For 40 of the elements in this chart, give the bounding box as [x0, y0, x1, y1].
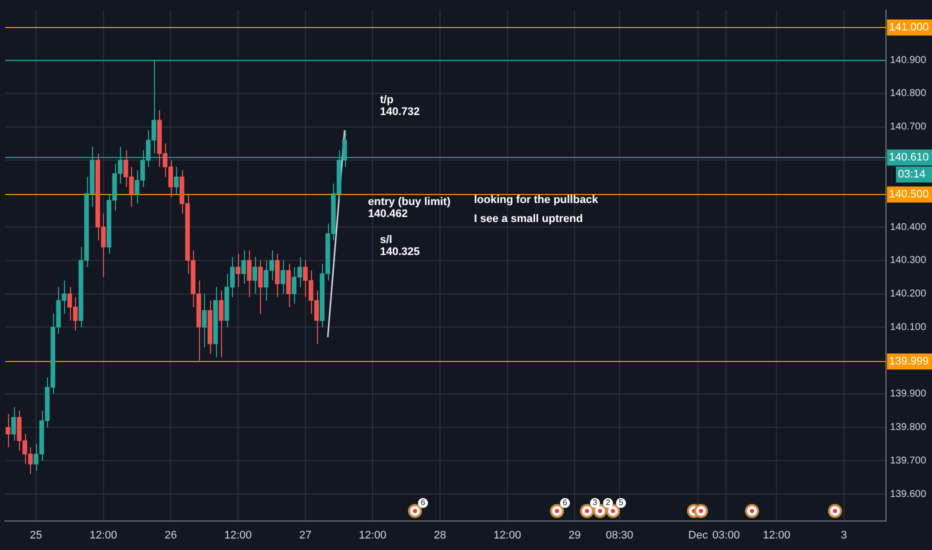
y-tick-label: 139.700 — [890, 455, 927, 466]
y-tick-label: 140.700 — [890, 122, 927, 133]
x-tick-label: 28 — [434, 529, 446, 542]
x-tick-label: 27 — [299, 529, 312, 542]
ref-line-label: 140.610 — [889, 152, 929, 164]
annotation: 6 — [418, 498, 428, 508]
annotation: 5 — [616, 498, 626, 508]
annotation: t/p 140.732 — [380, 94, 420, 118]
ref-line-label: 141.000 — [889, 22, 929, 34]
x-tick-label: 12:00 — [358, 529, 386, 542]
x-tick-label: 03:00 — [712, 529, 740, 542]
x-tick-label: 25 — [30, 529, 42, 542]
y-tick-label: 140.400 — [890, 222, 927, 233]
y-tick-label: 139.600 — [890, 488, 927, 500]
y-tick-label: 140.800 — [890, 88, 927, 100]
x-tick-label: 12:00 — [90, 529, 118, 542]
annotation: 3 — [590, 498, 600, 508]
x-tick-label: 12:00 — [762, 529, 790, 542]
annotation: looking for the pullback — [474, 194, 599, 206]
x-tick-label: 12:00 — [494, 529, 522, 542]
annotation: I see a small uptrend — [474, 213, 583, 226]
y-tick-label: 140.300 — [890, 255, 927, 266]
x-tick-label: 29 — [568, 529, 581, 542]
x-tick-label: 26 — [164, 529, 177, 542]
y-tick-label: 139.800 — [890, 422, 927, 434]
annotation: 6 — [560, 498, 570, 508]
ref-line-label: 140.500 — [889, 188, 929, 201]
x-tick-label: 12:00 — [224, 529, 252, 542]
annotation: 2 — [603, 498, 613, 508]
annotation: s/l 140.325 — [380, 234, 420, 258]
text: 03:14 — [898, 168, 926, 181]
y-tick-label: 140.200 — [890, 288, 927, 300]
annotation: entry (buy limit) 140.462 — [368, 196, 451, 220]
y-tick-label: 139.900 — [890, 388, 927, 400]
ref-line-label: 139.999 — [889, 356, 929, 368]
x-tick-label: 3 — [840, 529, 847, 542]
y-tick-label: 140.100 — [890, 322, 927, 333]
x-tick-label: 08:30 — [606, 529, 634, 542]
y-tick-label: 140.900 — [890, 54, 927, 66]
x-tick-label: Dec — [688, 529, 708, 542]
